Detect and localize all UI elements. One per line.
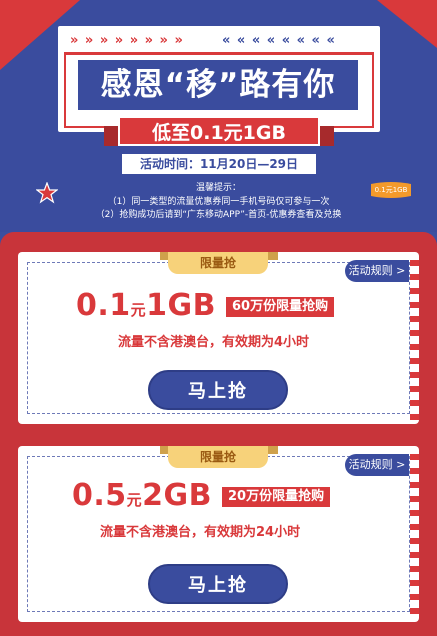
decor-triangle-right	[377, 0, 437, 48]
ribbon-tab-left	[160, 446, 170, 454]
arrows-left-decor: » » » » » » » »	[70, 33, 184, 48]
hero-banner: » » » » » » » » « « « « « « « « 感恩“移”路有你…	[0, 0, 437, 232]
ribbon-tab-right	[268, 446, 278, 454]
star-icon	[36, 182, 58, 204]
offer-card-1: 限量抢 活动规则 > 0.1元1GB 60万份限量抢购 流量不含港澳台，有效期为…	[18, 252, 419, 424]
price-number: 0.1	[76, 288, 131, 323]
price-number: 0.5	[72, 478, 127, 513]
arrows-right-decor: « « « « « « « «	[222, 33, 336, 48]
buy-now-button[interactable]: 马上抢	[148, 564, 288, 604]
price-unit: 元	[126, 491, 143, 509]
activity-date: 活动时间：11月20日—29日	[122, 154, 316, 174]
price-gb: 1GB	[146, 288, 217, 323]
limited-ribbon: 限量抢	[168, 446, 268, 468]
limited-ribbon: 限量抢	[168, 252, 268, 274]
tip-line-2: （2）抢购成功后请到“广东移动APP”-首页-优惠券查看及兑换	[95, 210, 342, 220]
coupon-icon: 0.1元1GB	[368, 180, 414, 200]
offer-description: 流量不含港澳台，有效期为24小时	[100, 525, 301, 540]
offer-price: 0.1元1GB	[76, 288, 216, 328]
price-gb: 2GB	[142, 478, 213, 513]
subtitle-badge: 低至0.1元1GB	[118, 116, 320, 146]
ribbon-tab-left	[160, 252, 170, 260]
quota-tag: 20万份限量抢购	[222, 487, 331, 507]
rules-button[interactable]: 活动规则 >	[345, 454, 409, 476]
card-edge-stripe	[410, 454, 419, 614]
card-edge-stripe	[410, 260, 419, 420]
offer-card-2: 限量抢 活动规则 > 0.5元2GB 20万份限量抢购 流量不含港澳台，有效期为…	[18, 446, 419, 622]
tip-line-1: （1）同一类型的流量优惠券同一手机号码仅可参与一次	[107, 197, 330, 207]
rules-button[interactable]: 活动规则 >	[345, 260, 409, 282]
subtitle-tab-right	[318, 126, 334, 146]
offer-description: 流量不含港澳台，有效期为4小时	[118, 335, 310, 350]
buy-now-button[interactable]: 马上抢	[148, 370, 288, 410]
ribbon-tab-right	[268, 252, 278, 260]
quota-tag: 60万份限量抢购	[226, 297, 335, 317]
offer-price: 0.5元2GB	[72, 478, 212, 518]
subtitle-tab-left	[104, 126, 120, 146]
price-unit: 元	[130, 301, 147, 319]
coupon-icon-text: 0.1元1GB	[374, 186, 408, 194]
page-title: 感恩“移”路有你	[78, 60, 358, 110]
tips-title: 温馨提示：	[195, 183, 241, 193]
